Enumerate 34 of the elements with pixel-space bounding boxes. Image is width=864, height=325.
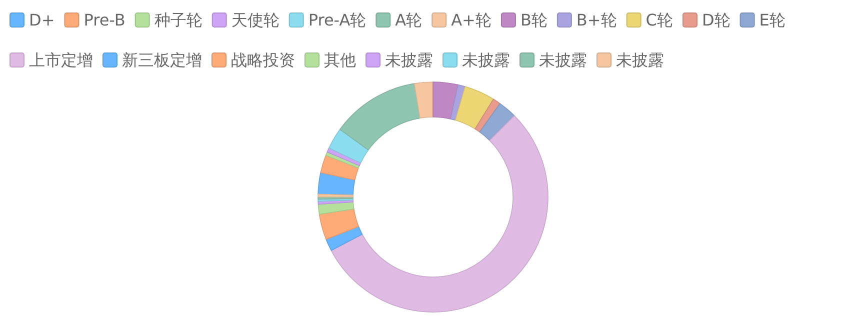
donut-slice (479, 103, 515, 141)
donut-slice (432, 82, 458, 120)
donut-slice (320, 154, 359, 180)
donut-slice (328, 129, 369, 164)
legend-label: D+ (29, 10, 55, 30)
legend-label: 未披露 (539, 50, 587, 70)
legend-label: E轮 (759, 10, 786, 30)
legend-label: B轮 (520, 10, 548, 30)
legend-label: 未披露 (616, 50, 664, 70)
legend-label: A轮 (395, 10, 422, 30)
legend-label: 新三板定增 (122, 50, 202, 70)
legend-label: C轮 (646, 10, 673, 30)
donut-slice (318, 194, 354, 198)
donut-slice (474, 98, 500, 132)
legend-label: 天使轮 (231, 10, 280, 30)
legend-label: B+轮 (576, 10, 617, 30)
legend-label: 未披露 (385, 50, 433, 70)
donut-slice (454, 86, 494, 130)
legend-label: 战略投资 (231, 50, 295, 70)
donut-slice (326, 226, 363, 251)
legend-label: 种子轮 (154, 10, 202, 30)
legend-label: 其他 (324, 50, 356, 70)
legend-label: A+轮 (451, 10, 492, 30)
donut-slice (318, 208, 360, 240)
donut-slice (318, 172, 356, 196)
legend-label: 上市定增 (29, 50, 93, 70)
donut-slice (340, 83, 420, 150)
donut-slice (330, 115, 548, 312)
donut-slice (414, 82, 434, 118)
legend-label: Pre-B (84, 10, 126, 30)
donut-slice (318, 202, 354, 215)
legend-label: 未披露 (462, 50, 510, 70)
legend-label: D轮 (702, 10, 730, 30)
legend-label: Pre-A轮 (308, 10, 366, 30)
